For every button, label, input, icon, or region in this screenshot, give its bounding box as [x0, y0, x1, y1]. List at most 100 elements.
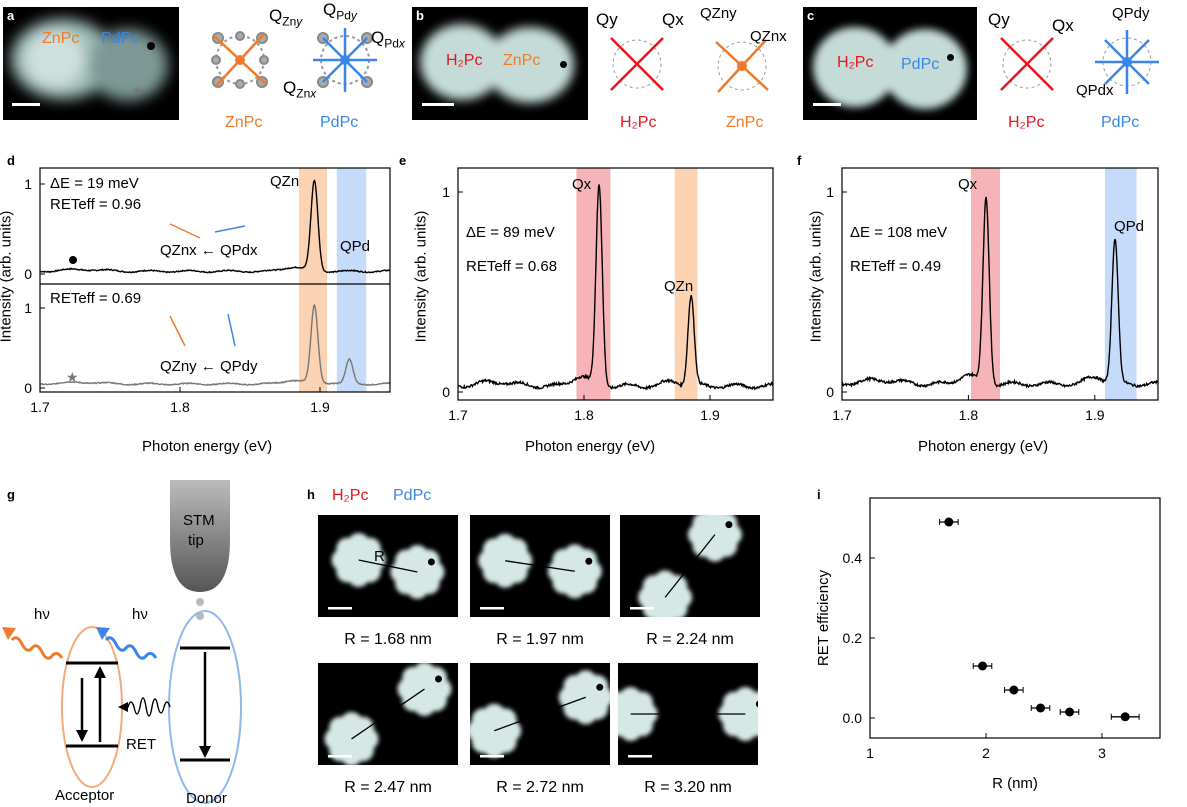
panel-letter-f: f	[797, 153, 802, 168]
panel-letter-e: e	[399, 153, 407, 168]
stm-b-label-znpc: ZnPc	[503, 52, 541, 69]
panel-letter-c: c	[807, 8, 815, 23]
e-ret: RETeff = 0.68	[466, 258, 558, 275]
x-tick-label: 1.9	[310, 399, 330, 415]
donor-label: Donor	[186, 790, 227, 807]
x-tick-label: 1.9	[1085, 407, 1105, 423]
dipole-arrow-zn	[169, 315, 186, 347]
stm-image-pair	[470, 663, 610, 765]
stm-c-label-pdpc: PdPc	[901, 56, 940, 73]
q-pd-x-label-a: QPdx	[371, 28, 405, 51]
stm-image-pair	[470, 515, 610, 617]
e-peak-x: Qx	[572, 176, 592, 193]
spectral-band	[1104, 168, 1137, 400]
q-zn-y-label-b: QZny	[700, 5, 737, 22]
x-tick-label: 1.7	[30, 399, 50, 415]
scale-bar	[813, 103, 841, 106]
stm-b-label-h2pc: H₂Pc	[446, 52, 483, 69]
distance-label: R = 1.97 nm	[496, 631, 584, 648]
d-ret-bottom: RETeff = 0.69	[50, 290, 142, 307]
q-zn-x-label-b: QZnx	[750, 28, 787, 45]
spectral-band	[674, 168, 698, 400]
y-tick-label: 0.2	[843, 630, 863, 646]
stm-a-label-pdpc: PdPc	[101, 30, 140, 47]
data-point	[1009, 685, 1019, 695]
ret-label: RET	[126, 736, 156, 753]
distance-label: R = 2.72 nm	[496, 779, 584, 796]
q-y-label-b: Qy	[596, 10, 618, 29]
q-pd-y-label-a: QPdy	[323, 0, 357, 23]
e-xlabel: Photon energy (eV)	[525, 438, 656, 455]
plot-frame	[39, 167, 391, 393]
d-transition-top: QZnx ← QPdx	[160, 242, 258, 259]
y-tick-label: 1	[24, 300, 32, 316]
f-peak-pd: QPd	[1114, 218, 1145, 235]
stm-image-pair	[618, 663, 758, 765]
hv-label-donor: hν	[132, 606, 148, 623]
dot-marker	[69, 256, 77, 264]
legend-pdpc: PdPc	[393, 487, 432, 504]
chart-i: 1 2 3 0.0 0.2 0.4 R (nm) RET efficiency	[815, 497, 1161, 792]
stm-image-c	[803, 7, 977, 120]
d-peak-pd: QPd	[340, 238, 371, 255]
mol-label-pdpc-c: PdPc	[1101, 114, 1140, 131]
molecule-h2pc-b	[610, 37, 664, 91]
y-tick-label: 0	[24, 266, 32, 282]
stm-image-b	[412, 7, 588, 120]
r-symbol: R	[374, 548, 385, 565]
y-tick-label: 0.0	[843, 710, 863, 726]
molecule-znpc-a	[211, 31, 269, 89]
spectrum-line	[841, 196, 1159, 389]
x-tick-label: 1.9	[700, 407, 720, 423]
x-tick-label: 1.8	[170, 399, 190, 415]
y-tick-label: 0	[24, 380, 32, 396]
scale-bar	[12, 103, 40, 106]
chart-f: 0 1 1.7 1.8 1.9	[826, 167, 1159, 423]
f-peak-x: Qx	[958, 176, 978, 193]
molecule-pdpc-a	[313, 28, 377, 92]
tip-position-dot	[147, 42, 155, 50]
spectrum-line	[40, 303, 391, 387]
d-peak-zn: QZn	[270, 173, 300, 190]
acceptor-label: Acceptor	[55, 787, 115, 804]
y-tick-label: 1	[442, 184, 450, 200]
q-pd-y-label-c: QPdy	[1112, 5, 1150, 22]
distance-label: R = 3.20 nm	[644, 779, 732, 796]
e-peak-zn: QZn	[664, 278, 694, 295]
q-zn-y-label-a: QZny	[269, 6, 303, 29]
d-delta-e: ΔE = 19 meV	[50, 175, 139, 192]
chart-e: 0 1 1.7 1.8 1.9	[442, 167, 774, 423]
d-ylabel: Intensity (arb. units)	[0, 210, 15, 343]
q-x-label-b: Qx	[662, 10, 684, 29]
molecule-h2pc-c	[1000, 37, 1054, 91]
star-marker: ★	[132, 83, 144, 98]
tip-position-dot	[560, 61, 567, 68]
stm-c-label-h2pc: H₂Pc	[837, 54, 874, 71]
dipole-arrow-pd	[214, 225, 246, 233]
mol-label-znpc-b: ZnPc	[726, 114, 764, 131]
data-point	[1036, 703, 1046, 713]
y-tick-label: 0	[442, 384, 450, 400]
dipole-arrow-zn	[169, 223, 201, 239]
panel-letter-a: a	[7, 8, 15, 23]
stm-label: STM	[183, 512, 215, 529]
mol-label-h2pc-c: H₂Pc	[1008, 114, 1045, 131]
stm-image-pair	[318, 515, 458, 617]
distance-label: R = 1.68 nm	[344, 631, 432, 648]
spectral-band	[299, 168, 327, 392]
panel-letter-i: i	[817, 487, 821, 502]
plot-frame	[841, 167, 1159, 401]
y-axis-label: RET efficiency	[815, 569, 832, 666]
panel-letter-h: h	[307, 487, 315, 502]
stm-image-pair	[620, 515, 760, 617]
distance-label: R = 2.47 nm	[344, 779, 432, 796]
plot-frame	[457, 167, 774, 401]
spectrum-line	[40, 179, 391, 274]
x-axis-label: R (nm)	[992, 775, 1038, 792]
molecule-pdpc-c	[1095, 30, 1159, 94]
f-xlabel: Photon energy (eV)	[918, 438, 1049, 455]
hv-label-acceptor: hν	[34, 606, 50, 623]
stm-a-label-znpc: ZnPc	[42, 30, 80, 47]
energy-diagram	[2, 480, 242, 804]
data-point	[978, 661, 988, 671]
